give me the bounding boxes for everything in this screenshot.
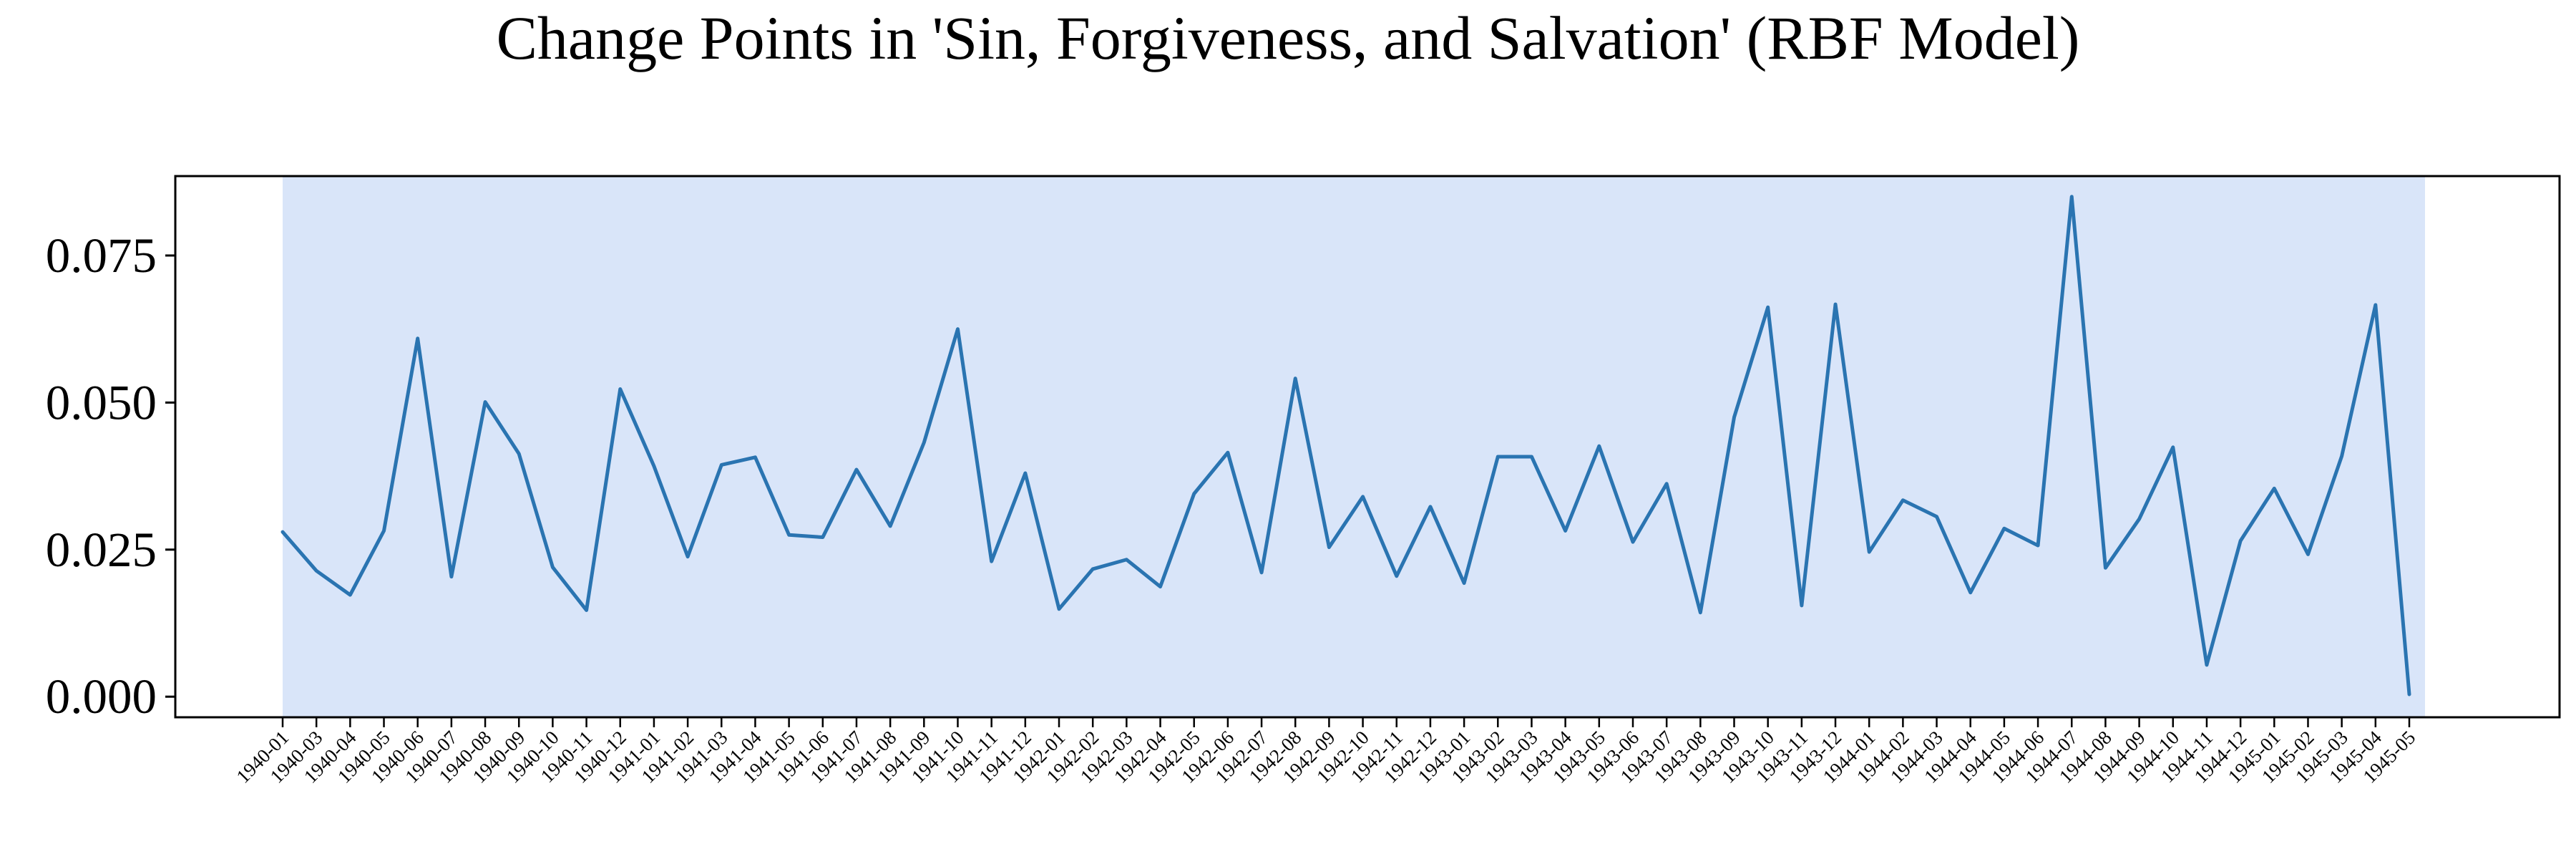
- y-tick-label: 0.000: [46, 669, 157, 724]
- y-axis: 0.000 0.025 0.050 0.075: [46, 228, 175, 724]
- plot-frame: [174, 175, 2561, 719]
- x-axis: 1940-011940-031940-041940-051940-061940-…: [232, 717, 2419, 787]
- series-line: [280, 195, 2411, 697]
- chart-title: Change Points in 'Sin, Forgiveness, and …: [497, 4, 2080, 72]
- shaded-region-layer: [283, 176, 2425, 717]
- y-tick-label: 0.075: [46, 228, 157, 283]
- y-tick-label: 0.025: [46, 523, 157, 577]
- y-tick-label: 0.050: [46, 375, 157, 430]
- series-line-layer: [280, 195, 2411, 697]
- plot-frame-layer: [174, 175, 2561, 719]
- change-point-region-1: [283, 176, 2425, 717]
